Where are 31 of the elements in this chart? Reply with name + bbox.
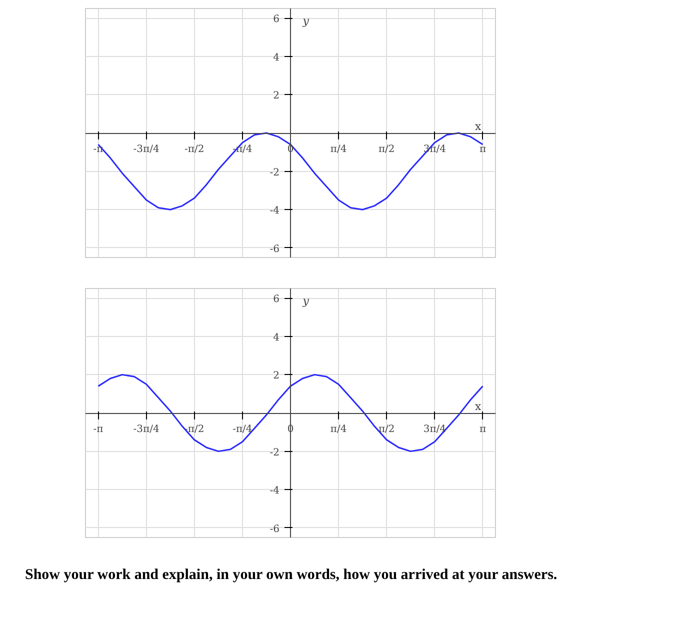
text: Show your work and explain, in your own words, how you arrived at your answers. <box>25 566 558 585</box>
y-tick-label: 4 <box>273 332 280 344</box>
y-tick-label: -6 <box>270 244 280 255</box>
x-tick-label: π/4 <box>330 144 347 155</box>
x-tick-label: -π/4 <box>232 424 252 435</box>
x-tick-label: -π <box>93 144 104 155</box>
y-axis-title: y <box>302 14 310 28</box>
y-tick-label: -2 <box>270 447 280 458</box>
x-tick-label: -π/2 <box>184 424 204 435</box>
x-tick-label: -3π/4 <box>133 424 160 435</box>
x-tick-label: π/2 <box>378 144 395 155</box>
x-axis-title: x <box>475 400 482 413</box>
x-axis-title: x <box>475 120 482 133</box>
y-tick-label: 6 <box>273 294 280 306</box>
x-tick-label: π/4 <box>330 424 347 435</box>
y-tick-label: 2 <box>273 370 280 382</box>
y-tick-label: -4 <box>270 206 280 217</box>
x-tick-label: π/2 <box>378 424 395 435</box>
x-tick-label: π <box>479 144 486 155</box>
y-tick-label: 4 <box>273 52 280 64</box>
x-tick-label: 3π/4 <box>423 424 446 435</box>
y-tick-label: 6 <box>273 14 280 26</box>
x-tick-label: -3π/4 <box>133 144 160 155</box>
y-tick-label: 2 <box>273 90 280 102</box>
x-tick-label: π <box>479 424 486 435</box>
x-tick-label: -π <box>93 424 104 435</box>
y-tick-label: -2 <box>270 167 280 178</box>
x-tick-label: -π/2 <box>184 144 204 155</box>
y-tick-label: -6 <box>270 524 280 535</box>
y-tick-label: -4 <box>270 486 280 497</box>
y-axis-title: y <box>302 294 310 308</box>
